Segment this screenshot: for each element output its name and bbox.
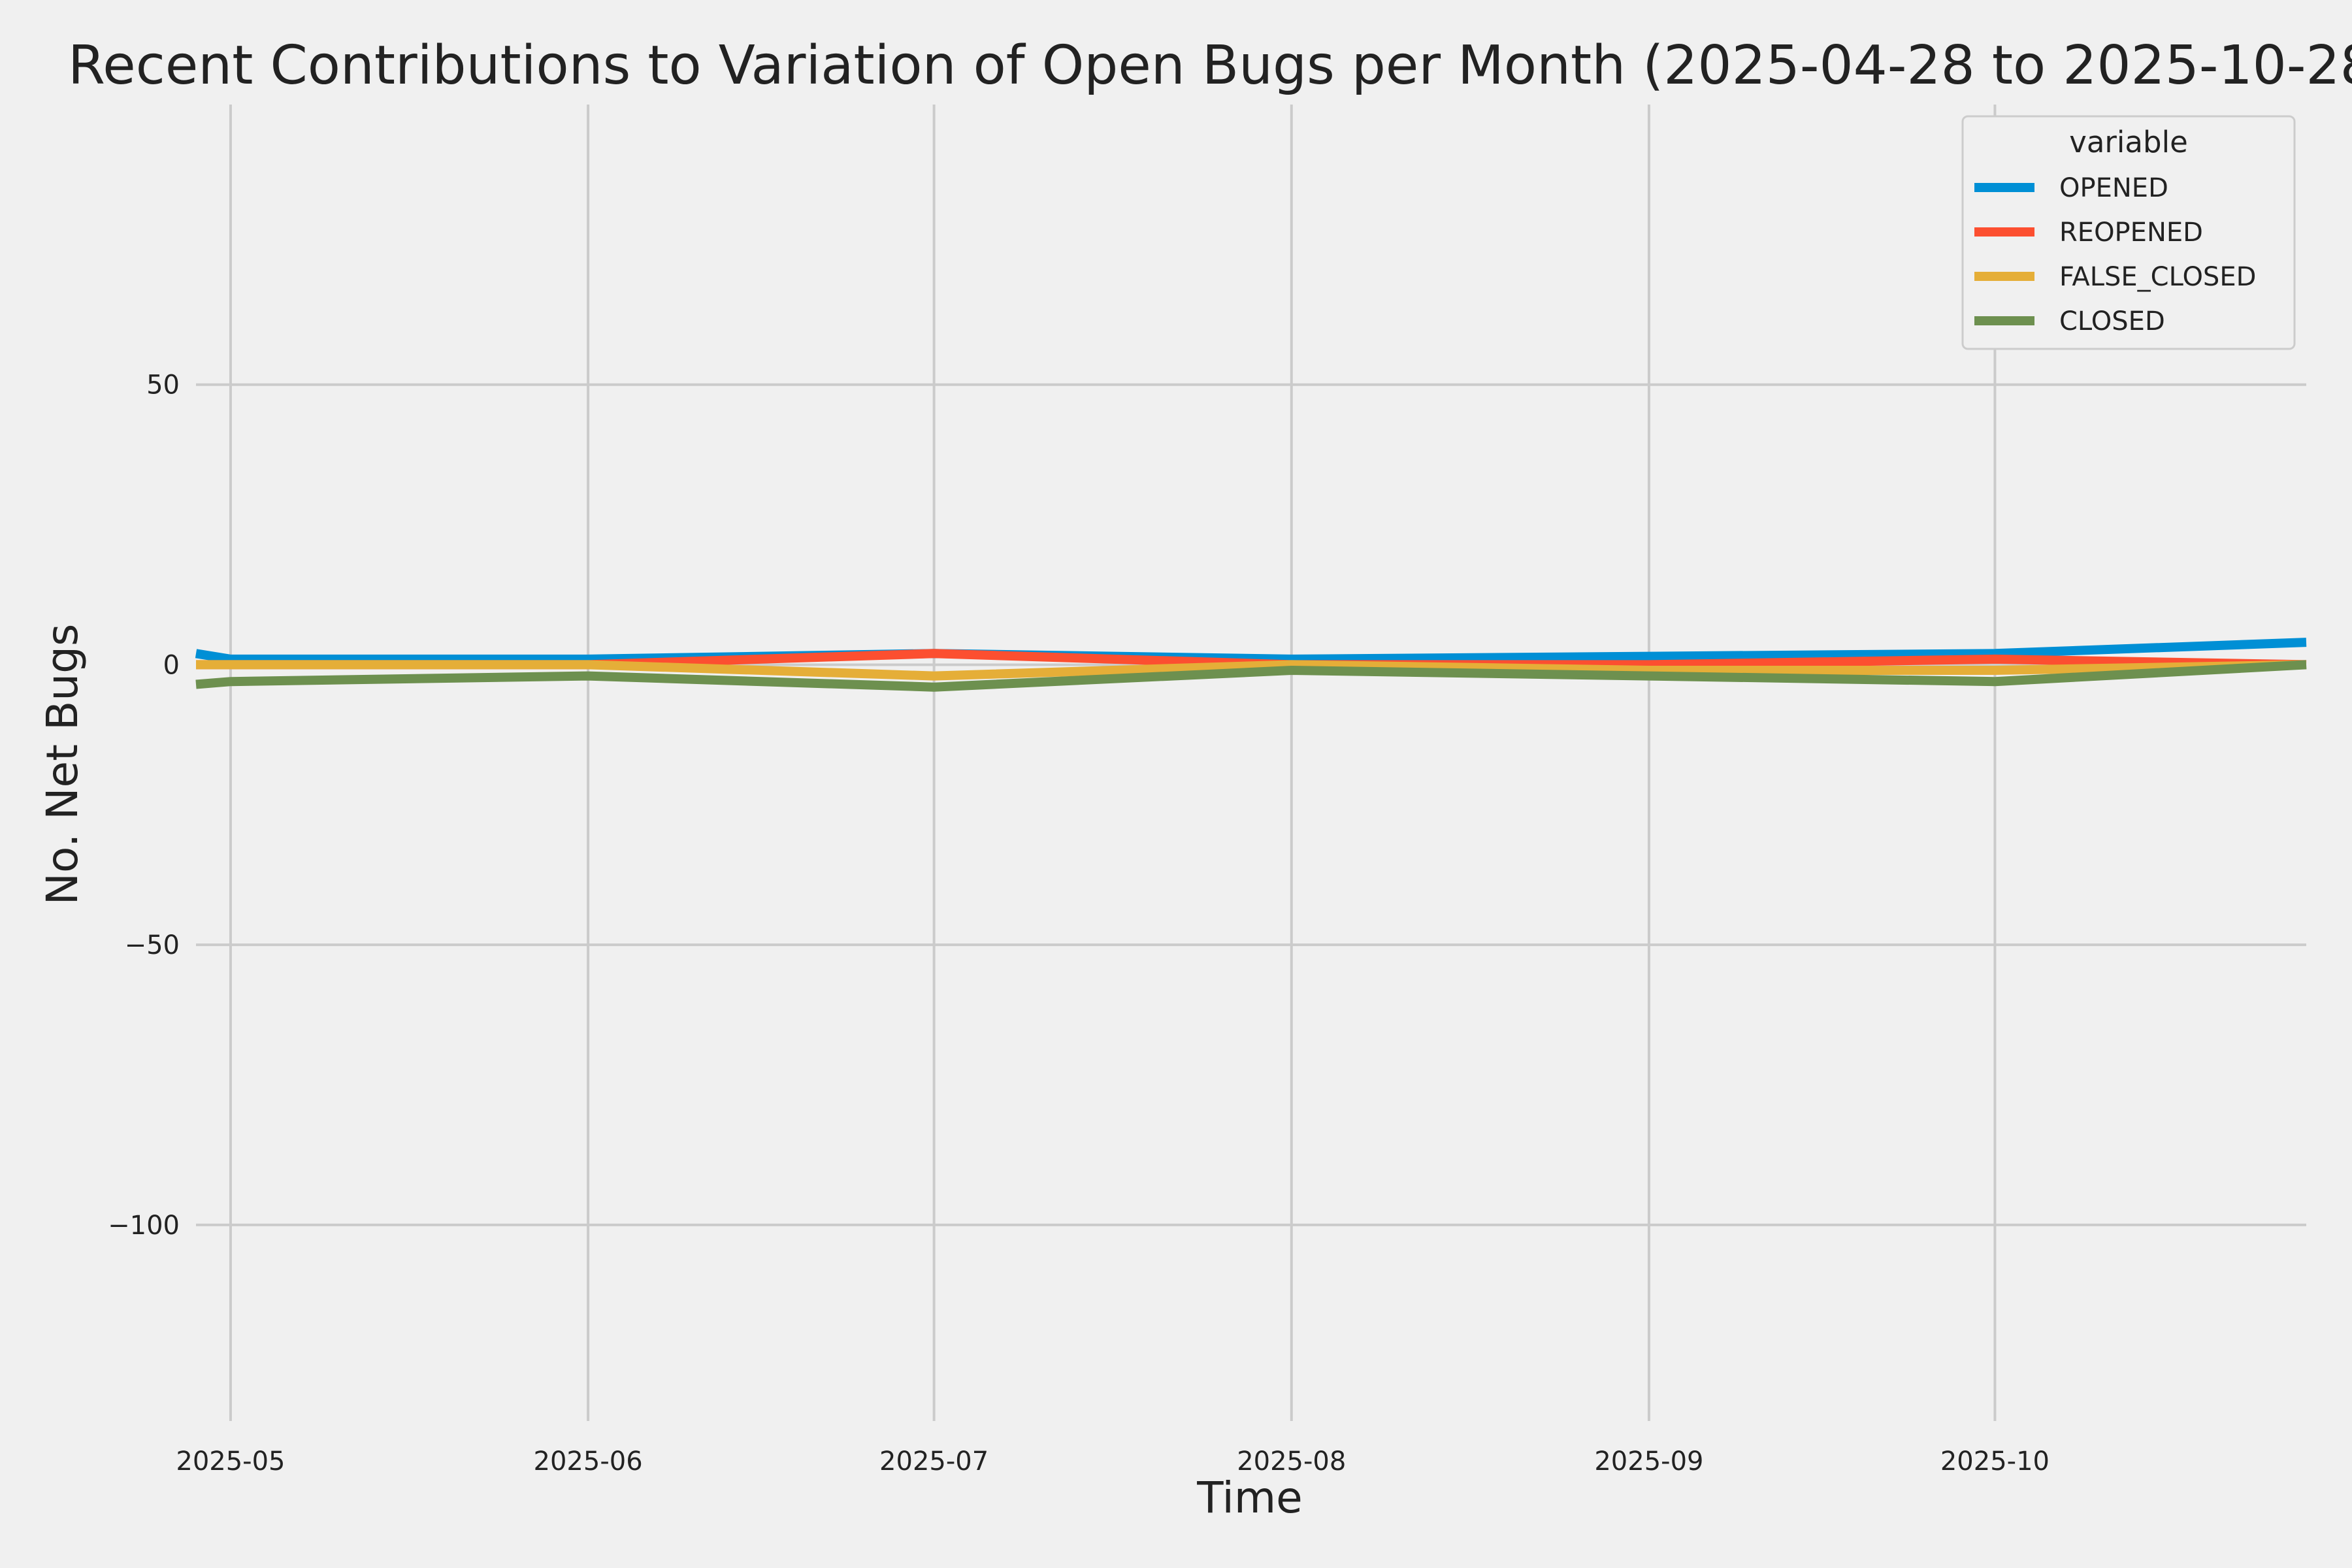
chart-title: Recent Contributions to Variation of Ope… <box>68 35 2352 97</box>
tick-labels: 2025-05 2025-06 2025-07 2025-08 2025-09 2025-… <box>108 370 2050 1477</box>
y-tick-label: 50 <box>146 370 180 400</box>
x-tick-label: 2025-09 <box>1594 1446 1703 1477</box>
y-tick-label: −50 <box>125 930 180 960</box>
y-tick-label: 0 <box>163 650 180 680</box>
y-axis-label: No. Net Bugs <box>37 624 88 906</box>
legend: variable OPENED REOPENED FALSE_CLOSED CLOSE… <box>1961 115 2296 350</box>
x-tick-label: 2025-06 <box>534 1446 643 1477</box>
legend-label-false-closed: FALSE_CLOSED <box>2059 262 2256 292</box>
legend-box <box>1961 115 2296 350</box>
series-lines <box>195 638 2307 692</box>
legend-label-closed: CLOSED <box>2059 306 2165 336</box>
series-line-false-closed <box>196 660 2307 681</box>
y-tick-label: −100 <box>108 1211 180 1241</box>
x-tick-label: 2025-07 <box>879 1446 988 1477</box>
legend-label-reopened: REOPENED <box>2059 218 2203 248</box>
legend-label-opened: OPENED <box>2059 173 2168 203</box>
legend-title: variable <box>2069 125 2188 159</box>
x-tick-label: 2025-10 <box>1940 1446 2050 1477</box>
x-tick-label: 2025-05 <box>176 1446 285 1477</box>
x-tick-label: 2025-08 <box>1237 1446 1346 1477</box>
series-line-closed <box>195 660 2307 692</box>
x-axis-label: Time <box>1196 1473 1303 1523</box>
